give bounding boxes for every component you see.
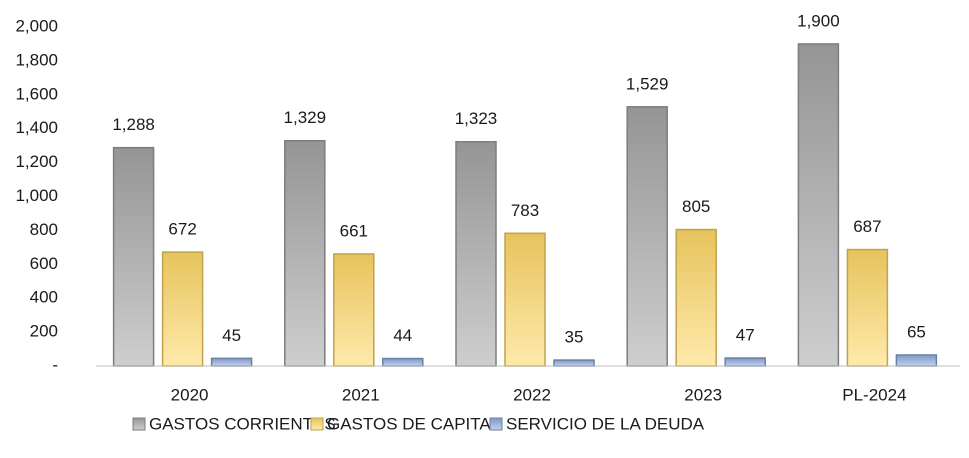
data-label: 661 (340, 221, 368, 240)
data-label: 1,329 (284, 108, 327, 127)
data-label: 783 (511, 201, 539, 220)
bar (455, 141, 497, 367)
y-tick-label: 1,000 (15, 186, 58, 205)
x-tick-label: 2023 (684, 385, 722, 404)
bar (846, 248, 889, 367)
y-tick-label: 2,000 (15, 16, 58, 35)
bar (724, 357, 766, 367)
x-tick-label: 2020 (171, 385, 209, 404)
data-label: 45 (222, 326, 241, 345)
legend-label: GASTOS DE CAPITAL (327, 414, 500, 433)
data-label: 44 (393, 326, 412, 345)
legend-swatch (310, 417, 324, 431)
y-tick-label: 800 (30, 220, 58, 239)
y-tick-label: 1,400 (15, 118, 58, 137)
x-tick-label: 2021 (342, 385, 380, 404)
data-label: 672 (168, 220, 196, 239)
y-tick-label: 1,800 (15, 50, 58, 69)
y-tick-label: 400 (30, 288, 58, 307)
data-label: 35 (565, 328, 584, 347)
y-tick-label: 600 (30, 254, 58, 273)
bar (210, 357, 253, 367)
x-tick-label: PL-2024 (842, 385, 906, 404)
bar (504, 232, 546, 367)
data-label: 687 (853, 217, 881, 236)
legend-swatch (489, 417, 503, 431)
y-tick-label: 1,600 (15, 84, 58, 103)
data-label: 1,288 (112, 115, 155, 134)
y-tick-label: 1,200 (15, 152, 58, 171)
bar (382, 357, 424, 367)
data-label: 1,529 (626, 74, 669, 93)
data-label: 47 (736, 326, 755, 345)
y-tick-label: 200 (30, 322, 58, 341)
bar (553, 359, 595, 367)
y-tick-label: - (52, 355, 58, 374)
bar (626, 106, 668, 367)
legend-swatch (132, 417, 146, 431)
x-tick-label: 2022 (513, 385, 551, 404)
data-label: 805 (682, 197, 710, 216)
bar (112, 146, 155, 367)
bar (895, 354, 938, 367)
bar (797, 43, 840, 367)
legend-label: SERVICIO DE LA DEUDA (506, 414, 705, 433)
bar (675, 228, 717, 367)
bar (284, 139, 326, 367)
data-label: 65 (907, 322, 926, 341)
data-label: 1,323 (455, 109, 498, 128)
data-label: 1,900 (797, 11, 840, 30)
legend-label: GASTOS CORRIENTES (149, 414, 336, 433)
bar (333, 253, 375, 367)
bar (161, 251, 204, 367)
